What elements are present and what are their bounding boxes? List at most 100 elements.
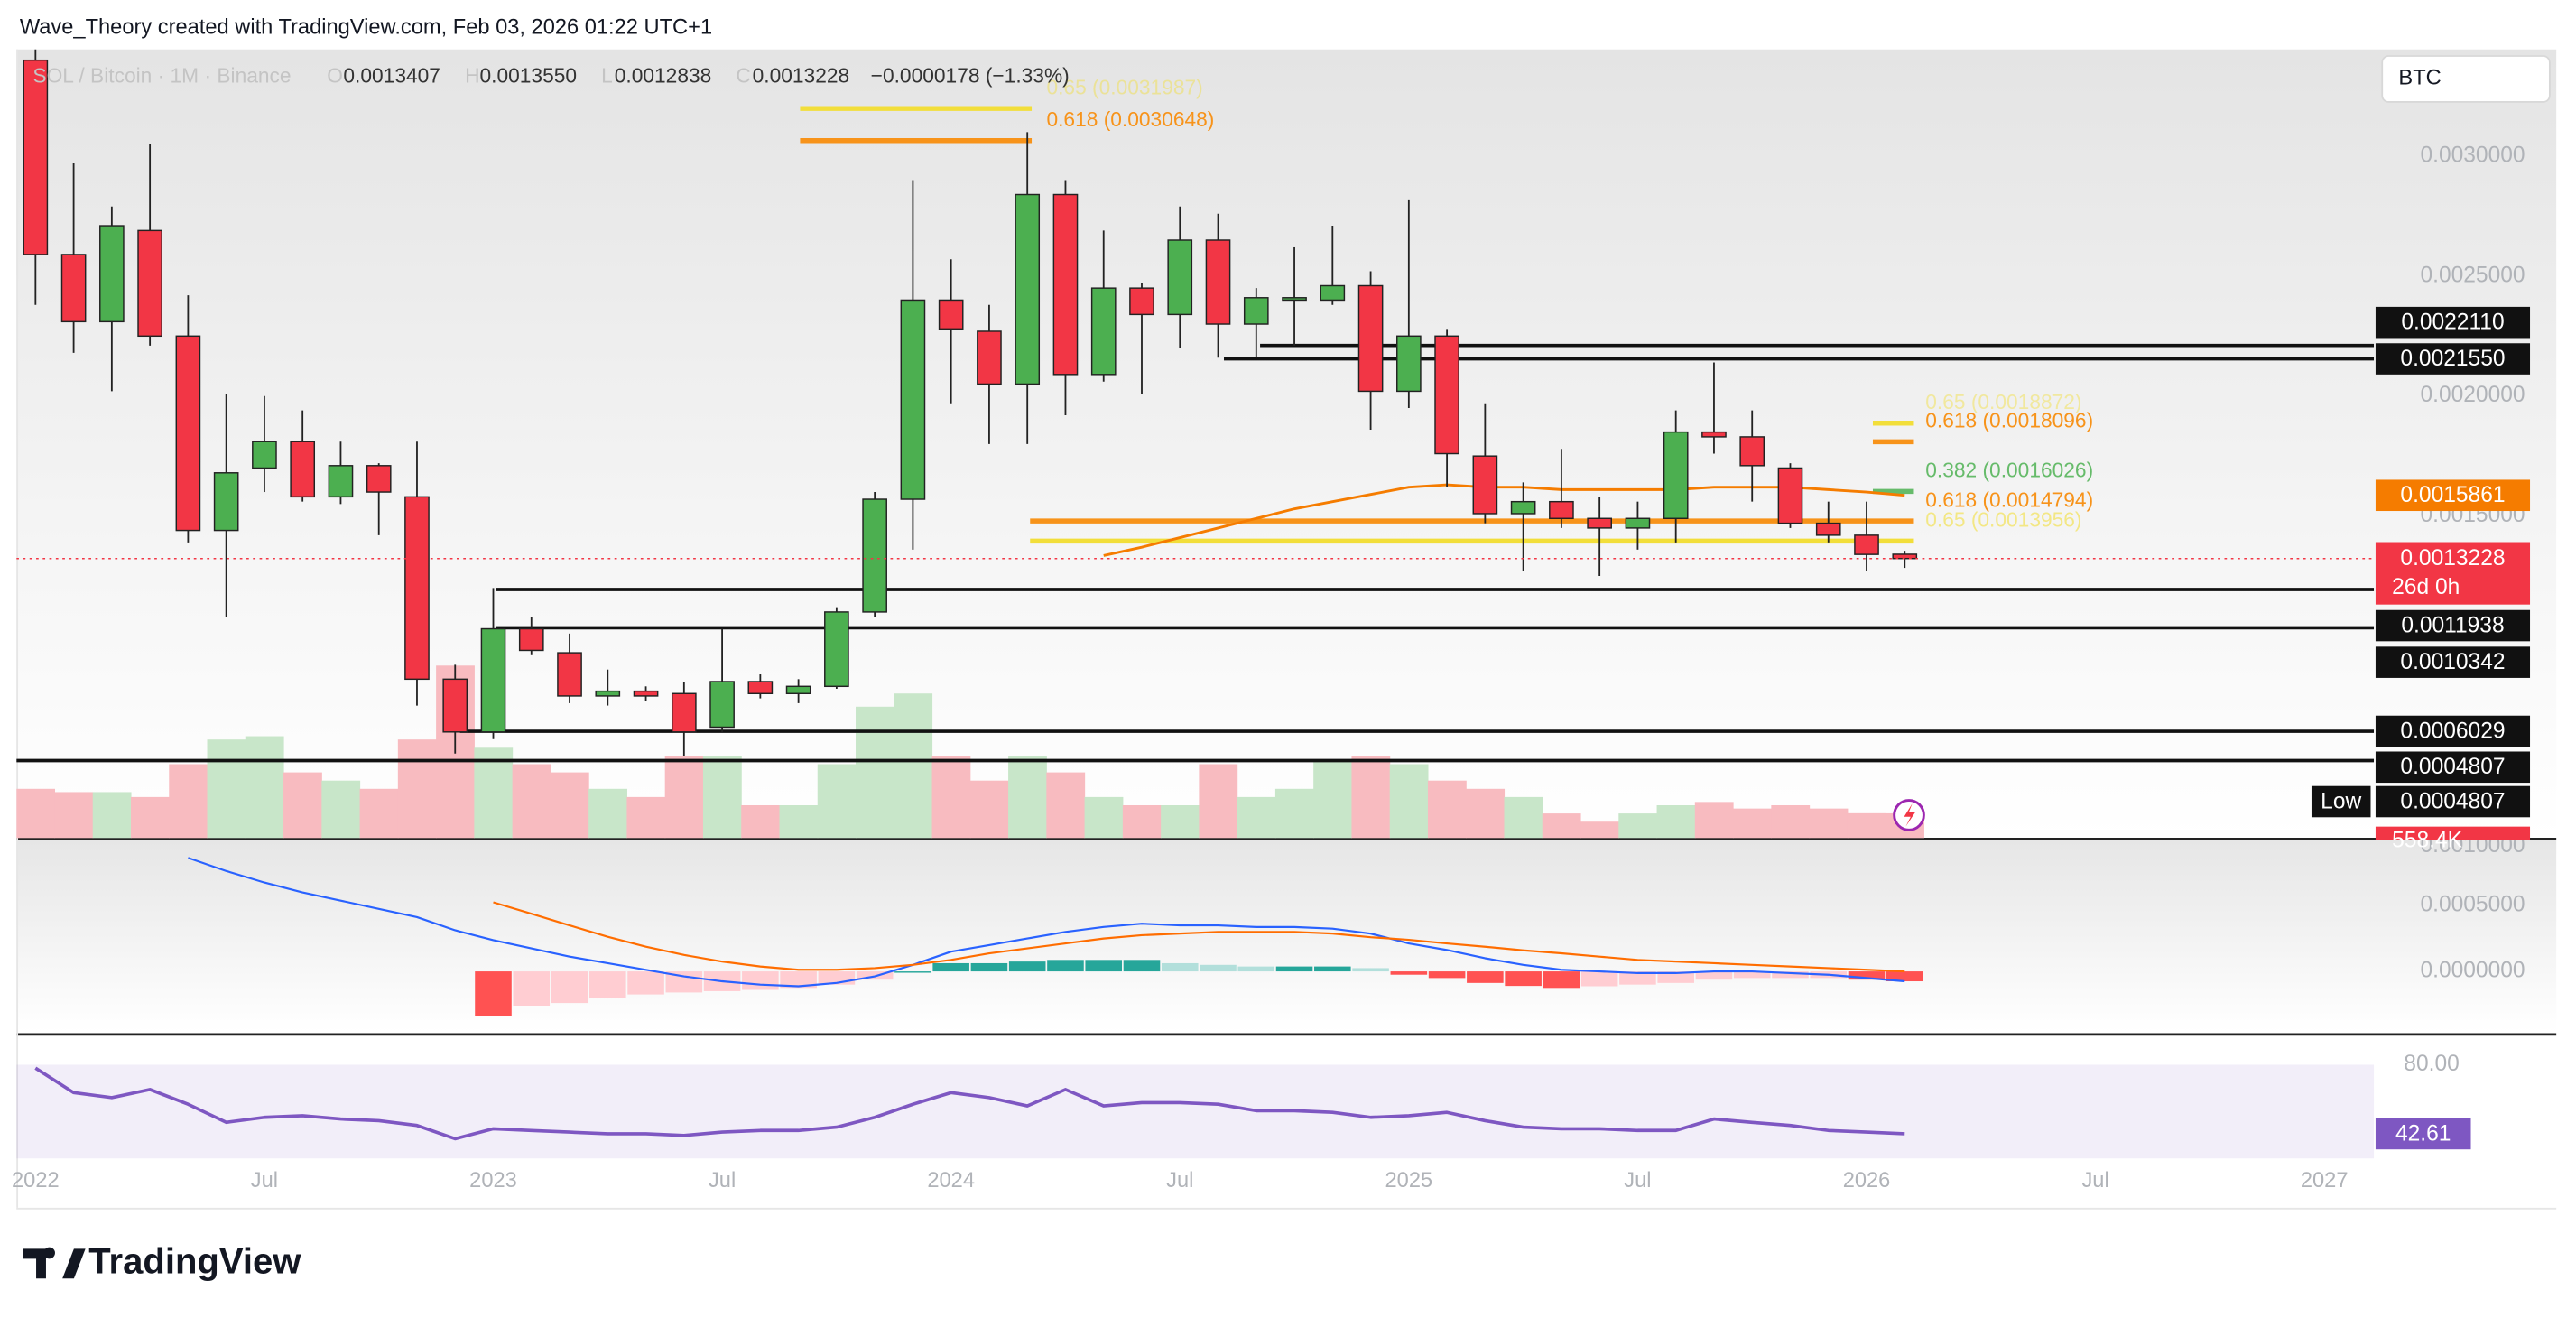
macd-histogram-bar (1314, 966, 1351, 972)
volume-bar (1618, 813, 1658, 839)
volume-bar (283, 772, 322, 839)
candle-body (328, 465, 354, 498)
volume-bar (359, 788, 399, 839)
candle-body (1015, 193, 1041, 385)
candle-body (938, 299, 964, 330)
volume-label: 558.4K (2392, 829, 2462, 853)
candle-body (480, 627, 506, 733)
volume-bar (1389, 764, 1429, 839)
macd-tick-label: 0.0000000 (2420, 959, 2525, 983)
candle-body (1587, 517, 1612, 529)
y-tick-label: 0.0030000 (2420, 143, 2525, 167)
candle-body (1815, 522, 1841, 536)
candle-body (1777, 467, 1803, 524)
low-label: 0.0004807 (2400, 789, 2505, 813)
volume-bar (1847, 812, 1886, 839)
candle-body (1625, 517, 1651, 529)
candle-body (1243, 297, 1269, 325)
fib-label: 0.65 (0.0018872) (1925, 390, 2081, 413)
level-label: 0.0022110 (2401, 311, 2504, 335)
low-box (2375, 785, 2531, 818)
macd-histogram-bar (1657, 971, 1694, 983)
rsi-band (16, 1064, 2375, 1159)
macd-histogram-bar (1161, 962, 1199, 972)
x-tick-label: Jul (2081, 1169, 2108, 1193)
logo-text: TradingView (88, 1241, 301, 1281)
level-box (2375, 343, 2531, 375)
volume-bar (588, 788, 627, 839)
price-label: 0.0013228 (2400, 546, 2505, 571)
macd-tick-label: 0.0005000 (2420, 893, 2525, 917)
footer-logo: TradingView (23, 1241, 301, 1281)
change: −0.0000178 (−1.33%) (871, 64, 1070, 88)
x-tick-label: Jul (251, 1169, 278, 1193)
volume-bar (1161, 804, 1200, 839)
price-box (2375, 542, 2531, 605)
volume-bar (1809, 808, 1849, 839)
ma-box (2375, 479, 2531, 512)
macd-histogram-bar (1390, 971, 1428, 975)
currency-box[interactable] (2381, 55, 2551, 103)
volume-bar (54, 792, 94, 839)
macd-histogram-bar (627, 971, 664, 995)
x-tick-label: 2027 (2301, 1169, 2349, 1193)
x-tick-label: 2026 (1843, 1169, 1891, 1193)
ohlc-value: 0.0013550 (479, 64, 577, 88)
ma-line (1103, 483, 1905, 557)
volume-bar (1351, 756, 1391, 839)
level-box (2375, 751, 2531, 784)
candle-body (290, 441, 316, 498)
volume-bar (626, 796, 666, 839)
y-tick-label: 0.0025000 (2420, 263, 2525, 287)
signal-line (493, 901, 1905, 973)
macd-histogram-bar (1543, 971, 1580, 988)
volume-bar (817, 764, 857, 839)
volume-bar (1122, 804, 1162, 839)
volume-bar (779, 804, 819, 839)
candle-body (1357, 284, 1384, 393)
fib-label: 0.618 (0.0030648) (1046, 107, 1214, 131)
candle-body (1396, 335, 1422, 393)
candle-body (404, 496, 430, 681)
candle-body (60, 254, 87, 323)
volume-bar (1237, 796, 1276, 839)
axis-layer: 2022 Jul 2023 Jul 2024 Jul 2025 Jul 2026 Jul 2027 0… (12, 143, 2531, 1193)
volume-bar (550, 772, 589, 839)
x-tick-label: Jul (1624, 1169, 1651, 1193)
candle-body (175, 335, 201, 532)
volume-box (2375, 826, 2531, 840)
candle-body (1052, 193, 1079, 376)
currency[interactable]: BTC (2398, 67, 2441, 90)
macd-histogram-bar (1848, 971, 1886, 980)
candle-body (1282, 297, 1307, 302)
volume-bar (1656, 804, 1696, 839)
symbol: SOL / Bitcoin · 1M · Binance (32, 64, 291, 88)
volume-bar (894, 693, 933, 839)
alert-icon[interactable] (1893, 799, 1925, 831)
volume-bar (207, 739, 246, 839)
candle-body (1167, 239, 1193, 316)
volume-bar (1084, 796, 1124, 839)
candle-body (1129, 287, 1154, 316)
countdown: 26d 0h (2392, 575, 2460, 599)
fib-label: 0.65 (0.0013956) (1925, 508, 2081, 532)
volume-bar (92, 792, 132, 839)
candle-body (862, 498, 887, 613)
macd-histogram-bar (1200, 964, 1237, 972)
alert-bolt[interactable] (1904, 803, 1916, 827)
macd-histogram-bar (1008, 961, 1046, 972)
volume-bar (1046, 772, 1086, 839)
candle-body (1701, 431, 1727, 438)
macd-histogram-bar (970, 962, 1008, 972)
candle-body (1320, 284, 1346, 302)
macd-histogram-bar (1619, 971, 1656, 985)
macd-histogram-bar (589, 971, 626, 998)
candle-body (1090, 287, 1117, 376)
macd-histogram-bar (1047, 960, 1084, 972)
candle-body (977, 330, 1002, 385)
level-label: 0.0004807 (2400, 755, 2505, 779)
level-label: 0.0010342 (2400, 650, 2505, 674)
macd-histogram-bar (1695, 971, 1733, 980)
volume-bar (130, 796, 170, 839)
